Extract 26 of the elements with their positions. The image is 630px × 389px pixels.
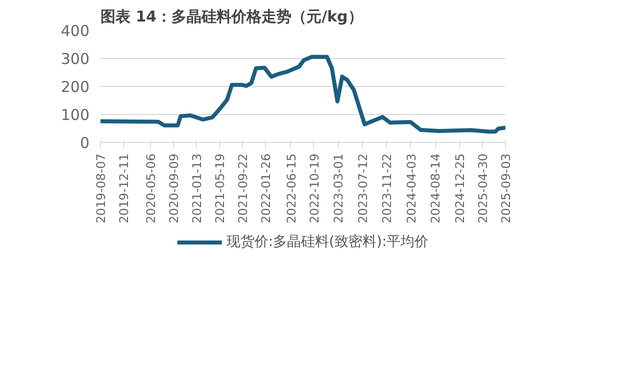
line-series [100, 54, 506, 134]
x-tick-label: 2025-04-30 [476, 153, 490, 224]
x-tick-label: 2025-09-03 [499, 153, 513, 224]
y-tick-label: 100 [60, 106, 90, 124]
x-tick-label: 2022-10-19 [307, 153, 322, 224]
y-tick-label: 400 [60, 22, 90, 40]
x-tick-label: 2023-03-01 [332, 153, 346, 224]
x-tick-label: 2024-04-03 [404, 153, 418, 224]
x-tick-label: 2024-12-25 [453, 153, 468, 224]
y-tick-label: 300 [60, 50, 90, 68]
y-tick-label: 0 [80, 134, 90, 152]
legend-label: 现货价:多晶硅料(致密料):平均价 [226, 233, 429, 251]
x-tick-label: 2021-09-22 [236, 153, 250, 224]
x-tick-label: 2020-05-06 [144, 153, 158, 224]
x-tick-label: 2022-01-26 [258, 153, 273, 224]
x-tick-label: 2023-07-12 [356, 153, 370, 224]
x-tick-label: 2020-09-09 [166, 153, 181, 224]
x-tick-label: 2022-06-15 [284, 153, 298, 224]
x-tick-label: 2024-08-14 [428, 153, 443, 224]
x-tick-label: 2019-12-11 [116, 153, 131, 224]
x-tick-label: 2021-05-19 [212, 153, 227, 224]
y-tick-label: 200 [60, 78, 90, 96]
x-tick-label: 2021-01-13 [190, 153, 204, 224]
x-tick-label: 2019-08-07 [94, 153, 108, 224]
chart-title: 图表 14：多晶硅料价格走势（元/kg） [100, 8, 363, 26]
x-tick-label: 2023-11-22 [380, 153, 394, 224]
